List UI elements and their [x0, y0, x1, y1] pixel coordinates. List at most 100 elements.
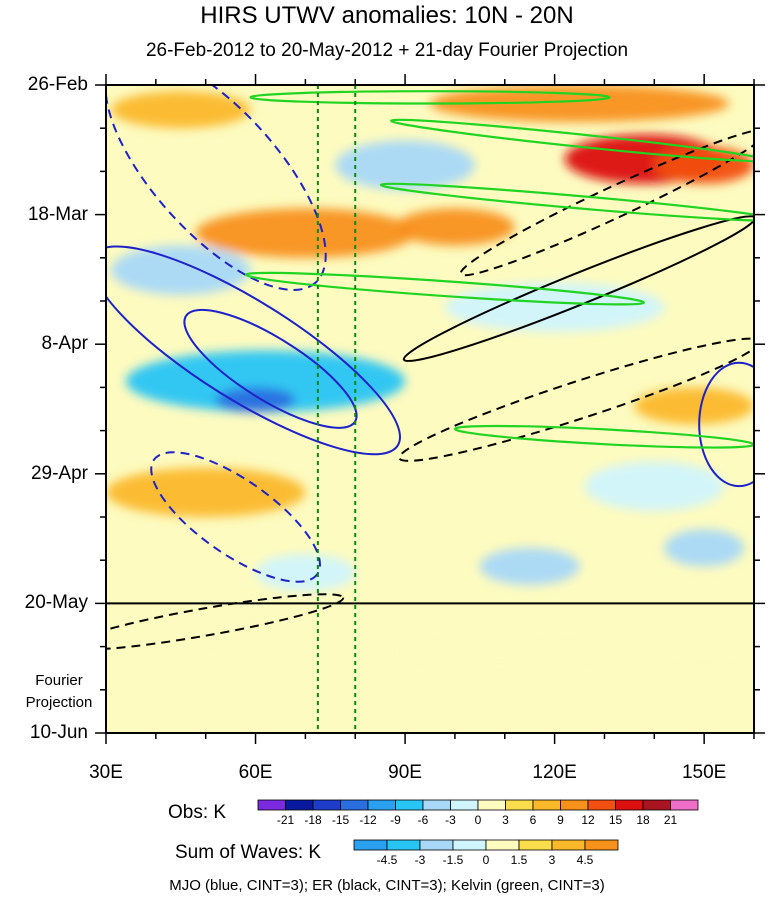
- y-tick-label: 26-Feb: [27, 74, 88, 95]
- colorbar-swatch: [285, 799, 314, 811]
- y-tick-label: 18-Mar: [27, 203, 88, 225]
- colorbar-level-label: 4.5: [577, 853, 594, 867]
- wave-contour-er: [459, 128, 754, 277]
- x-tick-label: 30E: [89, 762, 123, 783]
- colorbars: -21 -18 -15 -12 -9 -6 -3 0 3 6 9 12 15 18 21 -4.5 -3 -1.5…: [257, 799, 699, 867]
- colorbar-swatch: [551, 839, 586, 851]
- wave-contour-kelvin: [379, 182, 754, 222]
- waves-colorbar-label: Sum of Waves: K: [175, 842, 322, 863]
- anomaly-patch: [215, 387, 296, 413]
- wave-contours: [106, 85, 754, 651]
- colorbar-swatch: [642, 799, 671, 811]
- colorbar-level-label: -9: [390, 813, 401, 827]
- colorbar-level-label: 3: [502, 813, 509, 827]
- chart-subtitle: 26-Feb-2012 to 20-May-2012 + 21-day Four…: [145, 40, 629, 61]
- colorbar-swatch: [450, 799, 479, 811]
- y-tick-label: 8-Apr: [41, 333, 88, 355]
- colorbar-swatch: [670, 799, 699, 811]
- wave-contour-mjo: [698, 361, 754, 488]
- colorbar-level-label: 1.5: [511, 853, 528, 867]
- anomaly-patch: [664, 529, 745, 567]
- anomaly-field: [106, 85, 754, 733]
- anomaly-patch: [255, 554, 356, 592]
- anomaly-patch: [444, 282, 665, 332]
- colorbar-level-label: 21: [664, 813, 678, 827]
- anomaly-patch: [395, 208, 515, 246]
- colorbar-level-label: 18: [636, 813, 650, 827]
- colorbar-level-label: 9: [557, 813, 564, 827]
- fourier-projection-label: Fourier Projection: [25, 672, 93, 711]
- colorbar-level-label: 0: [483, 853, 490, 867]
- anomaly-patch: [335, 140, 475, 190]
- anomaly-patch: [106, 467, 306, 517]
- legend-caption: MJO (blue, CINT=3); ER (black, CINT=3); …: [169, 877, 605, 894]
- projection-background: [106, 603, 754, 733]
- colorbar-level-label: -4.5: [377, 853, 398, 867]
- anomaly-patch: [165, 621, 346, 647]
- x-tick-label: 120E: [532, 762, 577, 783]
- colorbar-swatch: [532, 799, 561, 811]
- wave-contour-mjo: [106, 245, 401, 456]
- anomaly-patch: [395, 640, 615, 666]
- colorbar-level-label: -18: [304, 813, 322, 827]
- colorbar-swatch: [505, 799, 534, 811]
- colorbar-swatch: [518, 839, 553, 851]
- colorbar-swatch: [312, 799, 341, 811]
- colorbar-swatch: [386, 839, 421, 851]
- wave-contour-er: [398, 337, 754, 462]
- colorbar-level-label: 15: [609, 813, 623, 827]
- x-tick-label: 150E: [681, 762, 727, 783]
- anomaly-patch: [110, 245, 251, 295]
- wave-contour-kelvin: [244, 271, 645, 306]
- y-tick-label: 29-Apr: [30, 462, 88, 484]
- wave-contour-kelvin: [249, 90, 611, 105]
- anomaly-patch: [479, 547, 580, 585]
- colorbar-swatch: [560, 799, 589, 811]
- waves-colorbar: -4.5 -3 -1.5 0 1.5 3 4.5: [353, 839, 619, 867]
- colorbar-swatch: [340, 799, 369, 811]
- colorbar-level-label: 6: [530, 813, 537, 827]
- colorbar-swatch: [353, 839, 388, 851]
- colorbar-swatch: [419, 839, 454, 851]
- colorbar-swatch: [485, 839, 520, 851]
- anomaly-patch: [430, 85, 730, 123]
- colorbar-level-label: 12: [581, 813, 595, 827]
- colorbar-level-label: -12: [359, 813, 377, 827]
- colorbar-level-label: -21: [277, 813, 295, 827]
- colorbar-swatch: [584, 839, 619, 851]
- chart-title: HIRS UTWV anomalies: 10N - 20N: [200, 2, 574, 29]
- anomaly-patch: [654, 146, 754, 184]
- obs-colorbar: -21 -18 -15 -12 -9 -6 -3 0 3 6 9 12 15 18 21: [257, 799, 699, 827]
- colorbar-swatch: [477, 799, 506, 811]
- colorbar-level-label: -3: [445, 813, 456, 827]
- axes: [95, 74, 765, 744]
- anomaly-patch: [584, 461, 725, 511]
- colorbar-swatch: [367, 799, 396, 811]
- anomaly-patch: [125, 350, 406, 413]
- colorbar-swatch: [395, 799, 424, 811]
- reference-lines: [106, 85, 754, 733]
- anomaly-patch: [195, 208, 416, 258]
- colorbar-level-label: 3: [549, 853, 556, 867]
- anomaly-patch: [110, 91, 251, 129]
- colorbar-level-label: -3: [415, 853, 426, 867]
- x-tick-label: 60E: [238, 762, 273, 783]
- anomaly-patch: [654, 665, 754, 690]
- obs-colorbar-label: Obs: K: [168, 802, 227, 823]
- anomaly-patch: [634, 387, 754, 425]
- colorbar-level-label: -15: [332, 813, 350, 827]
- colorbar-swatch: [257, 799, 286, 811]
- y-tick-label: 20-May: [24, 592, 88, 614]
- plot-frame: [105, 84, 755, 734]
- colorbar-swatch: [615, 799, 644, 811]
- y-tick-label: 10-Jun: [29, 722, 88, 743]
- colorbar-level-label: 0: [475, 813, 482, 827]
- anomaly-blobs: [106, 85, 754, 690]
- wave-contour-kelvin: [390, 118, 754, 163]
- wave-contour-er: [106, 593, 345, 651]
- colorbar-level-label: -6: [418, 813, 429, 827]
- colorbar-level-label: -1.5: [443, 853, 464, 867]
- colorbar-swatch: [422, 799, 451, 811]
- x-tick-label: 90E: [388, 762, 422, 783]
